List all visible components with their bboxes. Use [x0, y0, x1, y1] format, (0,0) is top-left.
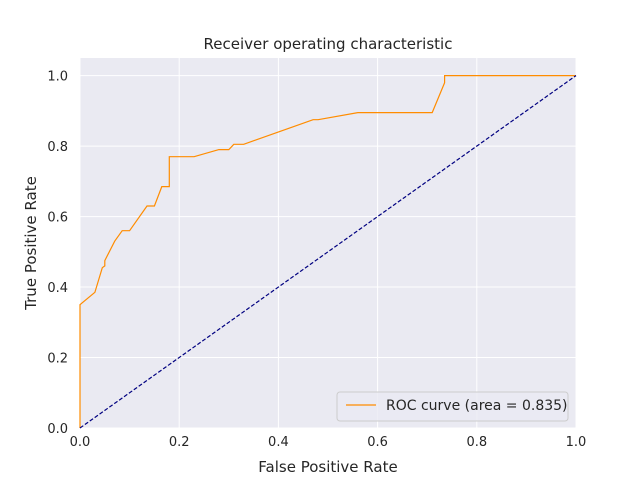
legend: ROC curve (area = 0.835): [336, 391, 569, 422]
x-tick-label: 1.0: [566, 435, 587, 450]
chance-diagonal-line: [79, 75, 577, 429]
y-tick-label: 0.0: [47, 422, 68, 437]
y-tick-label: 0.4: [47, 281, 68, 296]
legend-box: [336, 391, 569, 422]
y-tick-label: 1.0: [47, 70, 68, 85]
plot-area: [80, 58, 576, 428]
series-group: [79, 74, 577, 429]
legend-label: ROC curve (area = 0.835): [386, 398, 568, 414]
y-tick-label: 0.8: [47, 140, 68, 155]
roc-curve-line: [79, 74, 576, 428]
y-axis-label: True Positive Rate: [22, 176, 40, 311]
x-tick-label: 0.6: [367, 435, 388, 450]
x-tick-label: 0.0: [70, 435, 91, 450]
y-tick-label: 0.2: [47, 352, 68, 367]
x-tick-label: 0.8: [466, 435, 487, 450]
y-tick-label: 0.6: [47, 211, 68, 226]
y-tick-labels: 0.0 0.2 0.4 0.6 0.8 1.0: [47, 70, 68, 437]
grid-lines: [79, 58, 577, 429]
x-axis-label: False Positive Rate: [258, 458, 397, 476]
x-tick-labels: 0.0 0.2 0.4 0.6 0.8 1.0: [70, 435, 587, 450]
chart-title: Receiver operating characteristic: [204, 35, 453, 53]
x-tick-label: 0.4: [268, 435, 289, 450]
x-tick-label: 0.2: [169, 435, 190, 450]
